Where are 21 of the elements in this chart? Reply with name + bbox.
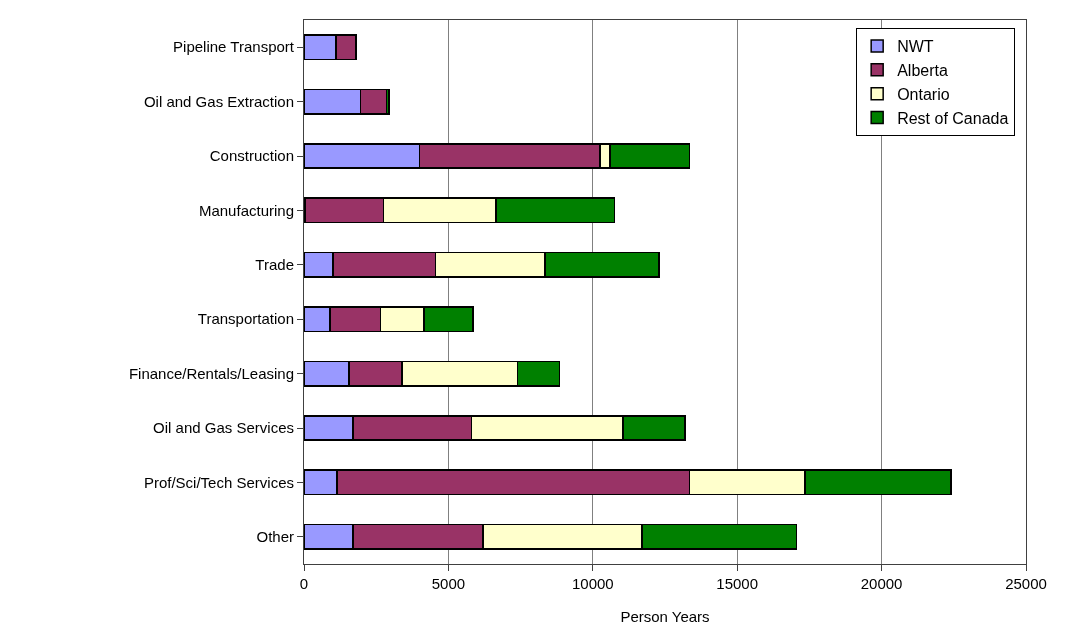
- legend-label: Alberta: [897, 62, 948, 80]
- y-tick-label: Pipeline Transport: [173, 38, 295, 56]
- y-tick-label: Oil and Gas Services: [153, 419, 294, 437]
- x-tick-label: 15000: [716, 575, 759, 592]
- legend-label: Rest of Canada: [897, 109, 1009, 127]
- legend-label: Ontario: [897, 85, 950, 103]
- y-tick-label: Other: [256, 528, 294, 546]
- y-tick-label: Trade: [255, 256, 294, 274]
- y-tick-label: Oil and Gas Extraction: [143, 92, 294, 110]
- x-tick-label: 25000: [1005, 575, 1047, 592]
- x-tick-label: 0: [299, 575, 309, 592]
- y-tick-label: Construction: [209, 147, 294, 165]
- x-axis-title: Person Years: [620, 608, 710, 625]
- x-tick-label: 20000: [860, 575, 903, 592]
- y-tick-label: Manufacturing: [198, 201, 294, 219]
- y-tick-label: Prof/Sci/Tech Services: [143, 473, 294, 491]
- x-tick-label: 5000: [431, 575, 466, 592]
- legend-label: NWT: [897, 38, 934, 56]
- y-tick-label: Transportation: [197, 310, 294, 328]
- x-tick-label: 10000: [571, 575, 614, 592]
- y-tick-label: Finance/Rentals/Leasing: [128, 364, 294, 382]
